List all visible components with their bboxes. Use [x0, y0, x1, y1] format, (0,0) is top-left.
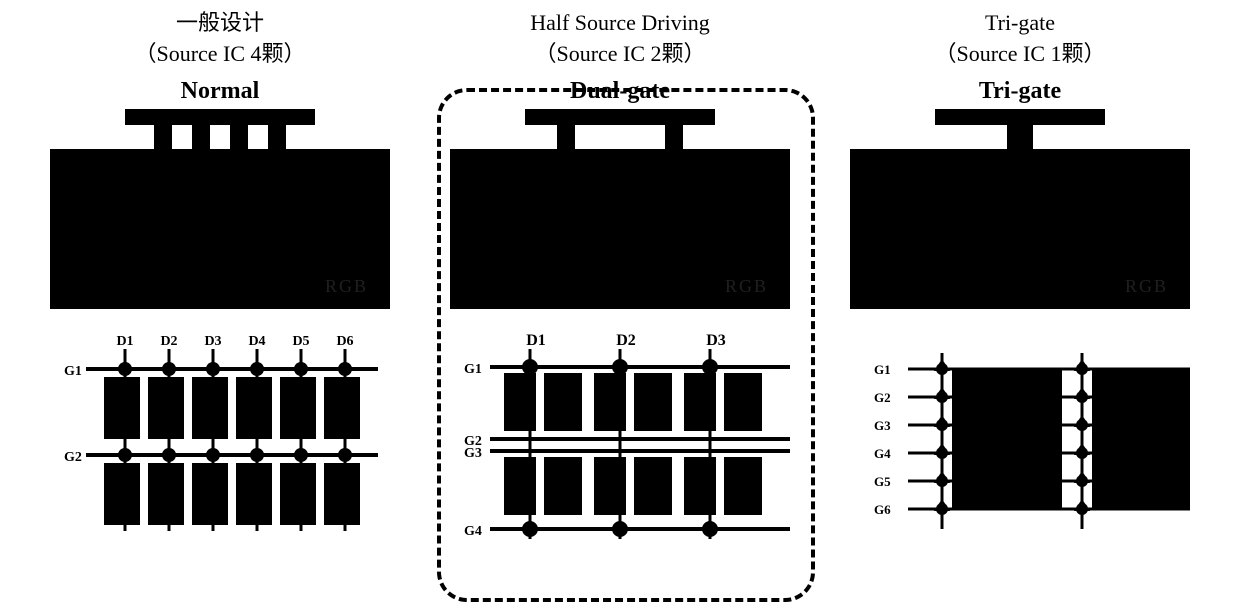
col-trigate-header-line1: Tri-gate: [934, 8, 1105, 39]
normal-grid-svg: D1 D2 D3 D4 D5 D6 G1 G2: [50, 329, 390, 539]
svg-text:G3: G3: [464, 446, 482, 461]
chip-connector: [268, 125, 286, 149]
chip-connector: [192, 125, 210, 149]
svg-text:G6: G6: [874, 502, 891, 517]
chip-body: RGB: [850, 149, 1190, 309]
svg-text:D6: D6: [336, 334, 353, 349]
chip-body-faint-text: RGB: [325, 276, 368, 297]
chip-connector: [665, 125, 683, 149]
col-dualgate: Half Source Driving （Source IC 2颗） Dual-…: [430, 0, 810, 539]
svg-text:G1: G1: [464, 362, 482, 377]
chip-connector-row: [557, 125, 683, 149]
columns-container: 一般设计 （Source IC 4颗） Normal RGB D1D2D3D4D…: [0, 0, 1240, 539]
svg-text:G1: G1: [874, 362, 891, 377]
svg-text:G4: G4: [464, 524, 482, 539]
svg-text:D2: D2: [616, 332, 636, 349]
svg-text:D3: D3: [706, 332, 726, 349]
col-dualgate-header-line1: Half Source Driving: [530, 8, 710, 39]
svg-text:G4: G4: [874, 446, 891, 461]
col-dualgate-subtitle: Dual-gate: [570, 78, 670, 105]
col-dualgate-grid: D1D2D3G1G2G3G4: [450, 329, 790, 539]
chip-connector: [230, 125, 248, 149]
col-trigate-chip: RGB: [850, 109, 1190, 309]
svg-text:G2: G2: [874, 390, 891, 405]
svg-text:G2: G2: [64, 450, 82, 465]
col-dualgate-header-line2: （Source IC 2颗）: [530, 39, 710, 70]
svg-text:G3: G3: [874, 418, 891, 433]
svg-text:D5: D5: [292, 334, 309, 349]
svg-text:D1: D1: [116, 334, 133, 349]
svg-text:D3: D3: [204, 334, 221, 349]
svg-text:D2: D2: [160, 334, 177, 349]
col-normal-header-line2: （Source IC 4颗）: [134, 39, 305, 70]
chip-top-bar: [525, 109, 715, 125]
chip-connector-row: [1007, 125, 1033, 149]
col-trigate-grid: G1 G2 G3 G4 G5 G6: [850, 329, 1190, 539]
svg-text:G1: G1: [64, 364, 82, 379]
chip-connector: [557, 125, 575, 149]
col-normal-grid: D1 D2 D3 D4 D5 D6 G1 G2: [50, 329, 390, 539]
trigate-grid-svg: G1 G2 G3 G4 G5 G6: [850, 329, 1190, 539]
col-trigate-subtitle: Tri-gate: [979, 78, 1061, 105]
chip-connector-row: [154, 125, 286, 149]
col-normal-header: 一般设计 （Source IC 4颗）: [134, 8, 305, 70]
chip-body: RGB: [450, 149, 790, 309]
chip-connector: [1007, 125, 1033, 149]
col-trigate: Tri-gate （Source IC 1颗） Tri-gate RGB G1G…: [830, 0, 1210, 539]
col-dualgate-header: Half Source Driving （Source IC 2颗）: [530, 8, 710, 70]
chip-connector: [154, 125, 172, 149]
chip-body-faint-text: RGB: [1125, 276, 1168, 297]
col-normal-subtitle: Normal: [181, 78, 260, 105]
col-normal-header-line1: 一般设计: [134, 8, 305, 39]
chip-body: RGB: [50, 149, 390, 309]
chip-top-bar: [935, 109, 1105, 125]
col-normal: 一般设计 （Source IC 4颗） Normal RGB D1D2D3D4D…: [30, 0, 410, 539]
chip-body-faint-text: RGB: [725, 276, 768, 297]
svg-text:D4: D4: [248, 334, 265, 349]
svg-text:G5: G5: [874, 474, 891, 489]
chip-top-bar: [125, 109, 315, 125]
col-trigate-header: Tri-gate （Source IC 1颗）: [934, 8, 1105, 70]
col-normal-chip: RGB: [50, 109, 390, 309]
dualgate-grid-svg: D1D2D3G1G2G3G4: [450, 329, 790, 539]
col-dualgate-chip: RGB: [450, 109, 790, 309]
svg-text:D1: D1: [526, 332, 546, 349]
col-trigate-header-line2: （Source IC 1颗）: [934, 39, 1105, 70]
